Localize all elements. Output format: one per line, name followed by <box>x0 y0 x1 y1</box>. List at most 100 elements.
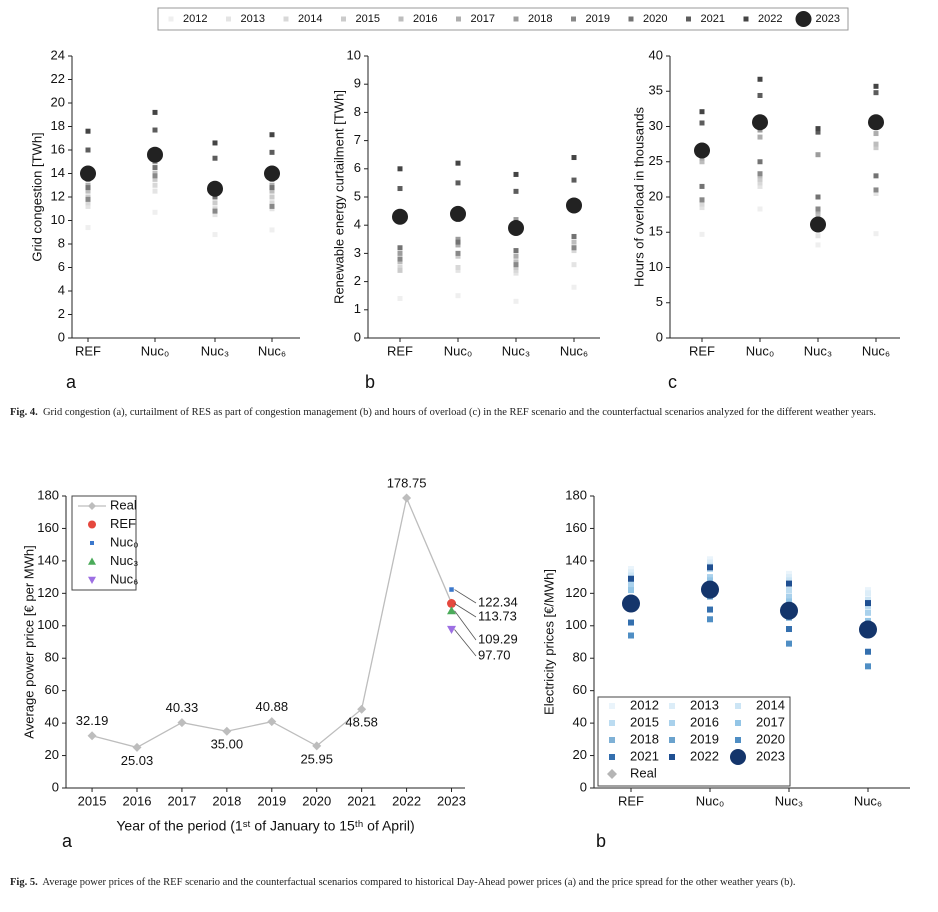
legend-marker <box>88 520 96 529</box>
x-tick-label: Nuc₀ <box>696 793 725 808</box>
point <box>222 726 232 736</box>
legend-label: 2017 <box>756 714 785 729</box>
point <box>699 231 705 237</box>
caption-label: Fig. 4. <box>10 407 38 418</box>
point <box>397 296 403 302</box>
point <box>85 225 91 231</box>
legend-marker <box>398 16 404 22</box>
y-tick-label: 2 <box>58 306 65 321</box>
point <box>397 256 403 262</box>
point <box>571 262 577 268</box>
legend-label: 2019 <box>690 731 719 746</box>
point <box>447 625 457 635</box>
legend-marker <box>341 16 346 22</box>
panel-label: a <box>62 831 73 851</box>
point <box>571 284 577 290</box>
point <box>85 203 91 209</box>
y-tick-label: 180 <box>37 487 59 502</box>
point <box>513 253 519 259</box>
y-axis-label: Grid congestion [TWh] <box>29 132 44 261</box>
x-tick-label: Nuc₆ <box>854 793 882 808</box>
x-tick-label: REF <box>387 343 413 358</box>
y-tick-label: 8 <box>58 235 65 250</box>
point <box>513 217 519 223</box>
legend-marker <box>669 703 675 709</box>
legend-label: Real <box>110 497 137 512</box>
y-tick-label: 9 <box>354 76 361 91</box>
y-tick-label: 6 <box>58 259 65 274</box>
legend-label: 2021 <box>630 748 659 763</box>
x-tick-label: 2018 <box>212 793 241 808</box>
y-tick-label: 80 <box>573 650 587 665</box>
x-tick-label: 2021 <box>347 793 376 808</box>
y-tick-label: 8 <box>354 104 361 119</box>
y-tick-label: 20 <box>649 188 663 203</box>
point <box>707 574 713 581</box>
point <box>786 640 792 647</box>
legend-label: 2012 <box>630 697 659 712</box>
point <box>513 270 519 276</box>
x-tick-label: 2023 <box>437 793 466 808</box>
point <box>269 227 275 233</box>
y-tick-label: 7 <box>354 132 361 147</box>
x-tick-label: REF <box>689 343 715 358</box>
point <box>152 109 158 115</box>
value-label: 32.19 <box>76 713 109 728</box>
legend-marker <box>168 16 174 22</box>
point <box>571 245 577 251</box>
value-label: 40.88 <box>256 699 289 714</box>
y-tick-label: 40 <box>573 715 587 730</box>
y-tick-label: 12 <box>51 188 65 203</box>
point <box>85 128 91 134</box>
legend-marker <box>88 502 96 510</box>
legend-marker <box>743 16 749 22</box>
y-tick-label: 60 <box>573 682 587 697</box>
point <box>865 609 871 616</box>
point <box>269 194 275 200</box>
legend-label: 2014 <box>756 697 785 712</box>
point <box>397 265 403 270</box>
x-tick-label: Nuc₀ <box>141 343 170 358</box>
point <box>513 188 519 194</box>
point <box>212 232 218 238</box>
legend-marker <box>456 16 461 22</box>
point <box>699 159 705 165</box>
point <box>85 147 91 153</box>
point <box>571 177 577 183</box>
point <box>622 594 640 613</box>
point <box>212 208 218 214</box>
point <box>865 663 871 670</box>
value-label: 35.00 <box>211 737 244 752</box>
point <box>397 245 403 251</box>
point <box>694 142 710 159</box>
legend-label: Nuc₆ <box>110 571 138 586</box>
y-tick-label: 5 <box>354 188 361 203</box>
point <box>628 575 634 582</box>
leader-line <box>454 610 477 641</box>
point <box>513 248 519 254</box>
point <box>269 188 275 194</box>
caption-text: Average power prices of the REF scenario… <box>42 877 796 888</box>
point <box>80 165 96 182</box>
y-axis-label: Average power price [€ per MWh] <box>21 545 36 738</box>
x-tick-label: 2022 <box>392 793 421 808</box>
point <box>566 197 582 214</box>
point <box>699 183 705 189</box>
point <box>815 242 821 248</box>
point <box>752 114 768 131</box>
y-tick-label: 120 <box>37 585 59 600</box>
y-tick-label: 18 <box>51 118 65 133</box>
point <box>264 165 280 182</box>
point <box>269 185 275 191</box>
y-tick-label: 40 <box>45 715 59 730</box>
point <box>402 493 412 503</box>
point <box>397 259 403 265</box>
point <box>571 233 577 239</box>
caption-text: Grid congestion (a), curtailment of RES … <box>42 407 877 418</box>
y-tick-label: 10 <box>51 212 65 227</box>
point <box>628 569 634 576</box>
panel-label: a <box>66 372 77 392</box>
legend-marker <box>609 754 615 760</box>
legend-label: 2020 <box>756 731 785 746</box>
legend-marker <box>735 737 741 743</box>
